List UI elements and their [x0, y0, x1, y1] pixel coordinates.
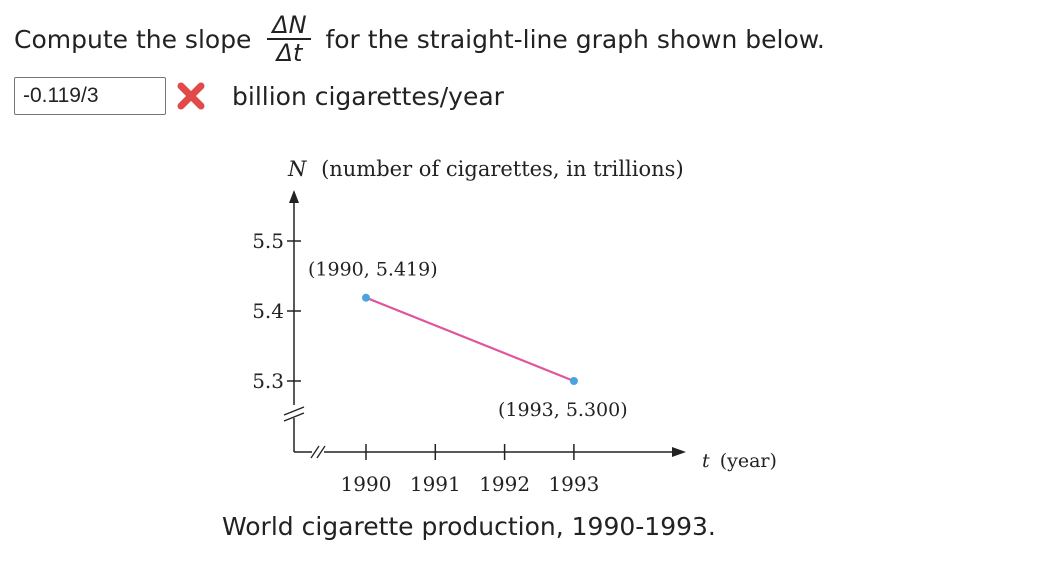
y-ticks-group: 5.3 5.4 5.5	[252, 229, 301, 393]
x-axis-label: t (year)	[702, 450, 777, 472]
annotation-1990: (1990, 5.419)	[308, 259, 438, 281]
fraction-denominator: Δt	[275, 40, 305, 66]
question-suffix: for the straight-line graph shown below.	[325, 24, 825, 54]
fraction-numerator: ΔN	[270, 12, 308, 38]
x-tick-label-1992: 1992	[479, 472, 530, 496]
y-axis-break-mark-2	[283, 412, 305, 422]
x-axis-break-mark-2	[316, 445, 326, 459]
x-axis-arrow	[672, 447, 686, 457]
series-line	[365, 296, 575, 383]
question-prompt: Compute the slope ΔN Δt for the straight…	[14, 8, 825, 70]
chart-caption: World cigarette production, 1990-1993.	[222, 512, 716, 541]
data-point-1990	[362, 293, 370, 302]
x-axis-description: (year)	[720, 450, 777, 472]
y-tick-label-5.4: 5.4	[252, 299, 284, 323]
annotation-1993: (1993, 5.300)	[498, 399, 628, 421]
incorrect-x-icon	[176, 81, 206, 111]
answer-row: billion cigarettes/year	[14, 76, 504, 116]
slope-fraction: ΔN Δt	[267, 12, 312, 66]
y-tick-label-5.3: 5.3	[252, 369, 284, 393]
x-tick-label-1993: 1993	[548, 472, 599, 496]
y-axis-break-mark-1	[283, 406, 305, 416]
question-prefix: Compute the slope	[14, 24, 252, 54]
y-tick-label-5.5: 5.5	[252, 229, 284, 253]
y-axis-description: (number of cigarettes, in trillions)	[321, 157, 684, 181]
delta-n-text: ΔN	[272, 11, 307, 39]
data-point-1993	[569, 377, 578, 385]
y-axis-arrow	[289, 190, 299, 203]
x-axis-variable: t	[702, 450, 710, 472]
y-axis-label: N (number of cigarettes, in trillions)	[287, 157, 684, 181]
x-ticks-group: 1990 1991 1992 1993	[341, 444, 599, 496]
delta-t-text: Δt	[276, 39, 303, 67]
answer-units: billion cigarettes/year	[232, 81, 504, 111]
x-tick-label-1991: 1991	[410, 472, 461, 496]
x-axis-break-mark-1	[310, 445, 320, 459]
fraction-bar	[267, 38, 312, 40]
x-tick-label-1990: 1990	[341, 472, 392, 496]
y-axis-variable: N	[287, 157, 307, 181]
answer-input[interactable]	[14, 77, 166, 115]
